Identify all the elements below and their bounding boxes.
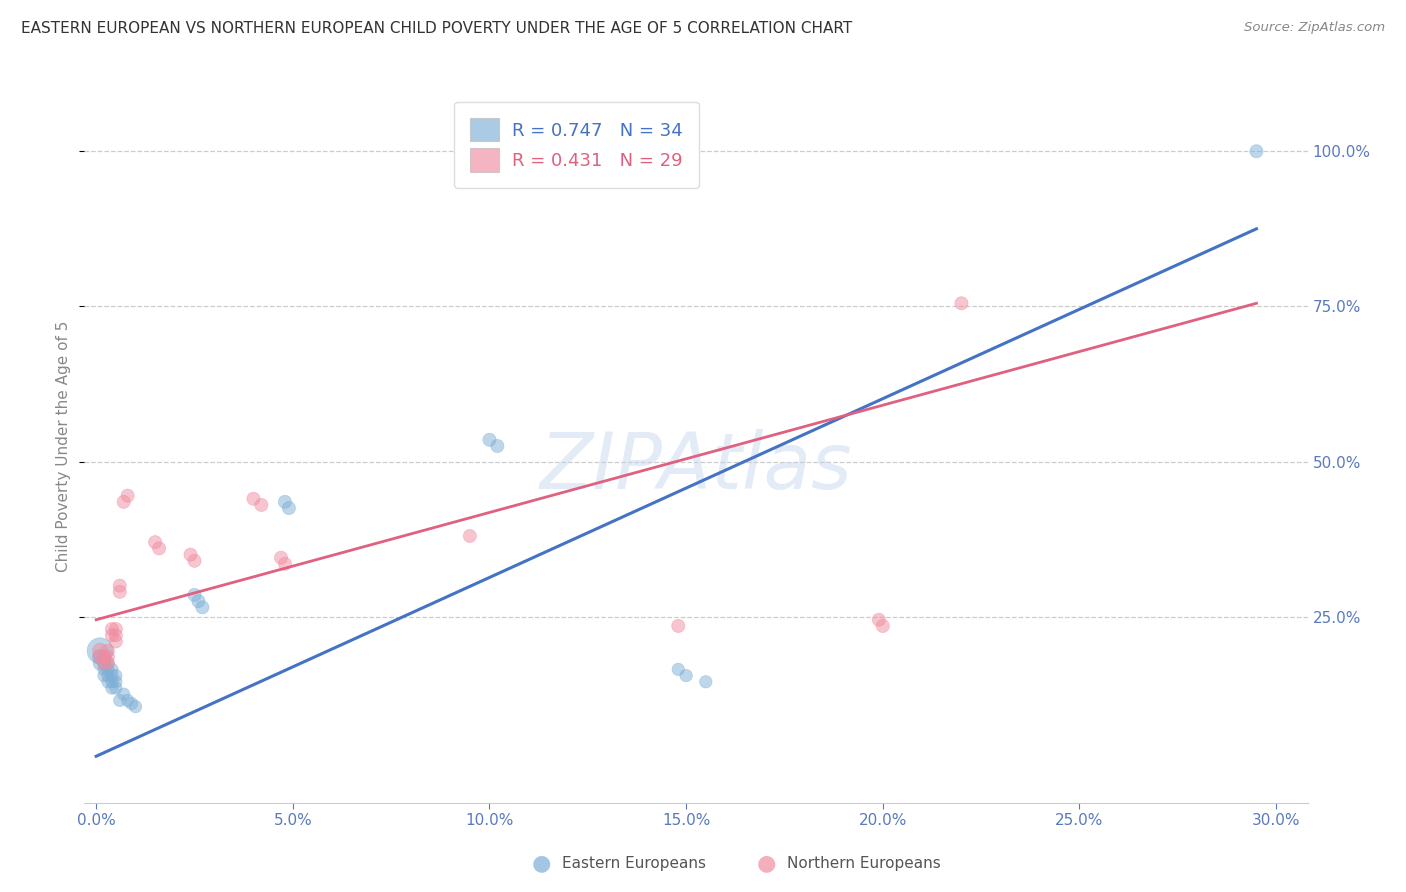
Point xyxy=(101,668,124,682)
Text: Eastern Europeans: Eastern Europeans xyxy=(562,856,706,871)
Point xyxy=(97,650,120,665)
Point xyxy=(180,548,202,562)
Point xyxy=(104,634,127,648)
Point xyxy=(242,491,264,506)
Text: Northern Europeans: Northern Europeans xyxy=(787,856,941,871)
Point xyxy=(104,628,127,642)
Text: EASTERN EUROPEAN VS NORTHERN EUROPEAN CHILD POVERTY UNDER THE AGE OF 5 CORRELATI: EASTERN EUROPEAN VS NORTHERN EUROPEAN CH… xyxy=(21,21,852,37)
Point xyxy=(121,697,143,711)
Point xyxy=(93,656,115,670)
Point xyxy=(93,650,115,665)
Point xyxy=(486,439,509,453)
Point xyxy=(277,501,299,516)
Point xyxy=(187,594,209,608)
Point xyxy=(104,674,127,689)
Point xyxy=(274,495,297,509)
Point xyxy=(117,693,139,707)
Point xyxy=(97,656,120,670)
Point xyxy=(872,619,894,633)
Text: ●: ● xyxy=(531,854,551,873)
Point xyxy=(101,674,124,689)
Point xyxy=(458,529,481,543)
Point xyxy=(117,489,139,503)
Point xyxy=(675,668,697,682)
Point xyxy=(666,662,689,676)
Point xyxy=(93,650,115,665)
Point xyxy=(1246,145,1268,159)
Point xyxy=(97,656,120,670)
Point xyxy=(104,622,127,636)
Point xyxy=(183,588,205,602)
Point xyxy=(104,668,127,682)
Point xyxy=(695,674,717,689)
Point xyxy=(101,622,124,636)
Point xyxy=(274,557,297,571)
Point xyxy=(89,656,111,670)
Point xyxy=(89,650,111,665)
Point xyxy=(108,584,131,599)
Point xyxy=(101,628,124,642)
Point xyxy=(270,550,292,565)
Point xyxy=(868,613,890,627)
Point xyxy=(93,656,115,670)
Point xyxy=(108,579,131,593)
Point xyxy=(89,644,111,658)
Point xyxy=(950,296,973,310)
Point xyxy=(112,687,135,701)
Point xyxy=(108,693,131,707)
Legend: R = 0.747   N = 34, R = 0.431   N = 29: R = 0.747 N = 34, R = 0.431 N = 29 xyxy=(454,102,699,188)
Point xyxy=(666,619,689,633)
Text: ●: ● xyxy=(756,854,776,873)
Text: Source: ZipAtlas.com: Source: ZipAtlas.com xyxy=(1244,21,1385,35)
Point xyxy=(250,498,273,512)
Point xyxy=(101,662,124,676)
Point xyxy=(478,433,501,447)
Point xyxy=(101,681,124,695)
Point xyxy=(97,662,120,676)
Point xyxy=(97,668,120,682)
Point xyxy=(97,644,120,658)
Point xyxy=(89,644,111,658)
Point xyxy=(104,681,127,695)
Point xyxy=(93,668,115,682)
Point xyxy=(89,650,111,665)
Point xyxy=(93,662,115,676)
Point xyxy=(191,600,214,615)
Y-axis label: Child Poverty Under the Age of 5: Child Poverty Under the Age of 5 xyxy=(56,320,72,572)
Point xyxy=(97,674,120,689)
Text: ZIPAtlas: ZIPAtlas xyxy=(540,429,852,506)
Point xyxy=(124,699,146,714)
Point xyxy=(112,495,135,509)
Point xyxy=(148,541,170,556)
Point xyxy=(183,554,205,568)
Point xyxy=(143,535,166,549)
